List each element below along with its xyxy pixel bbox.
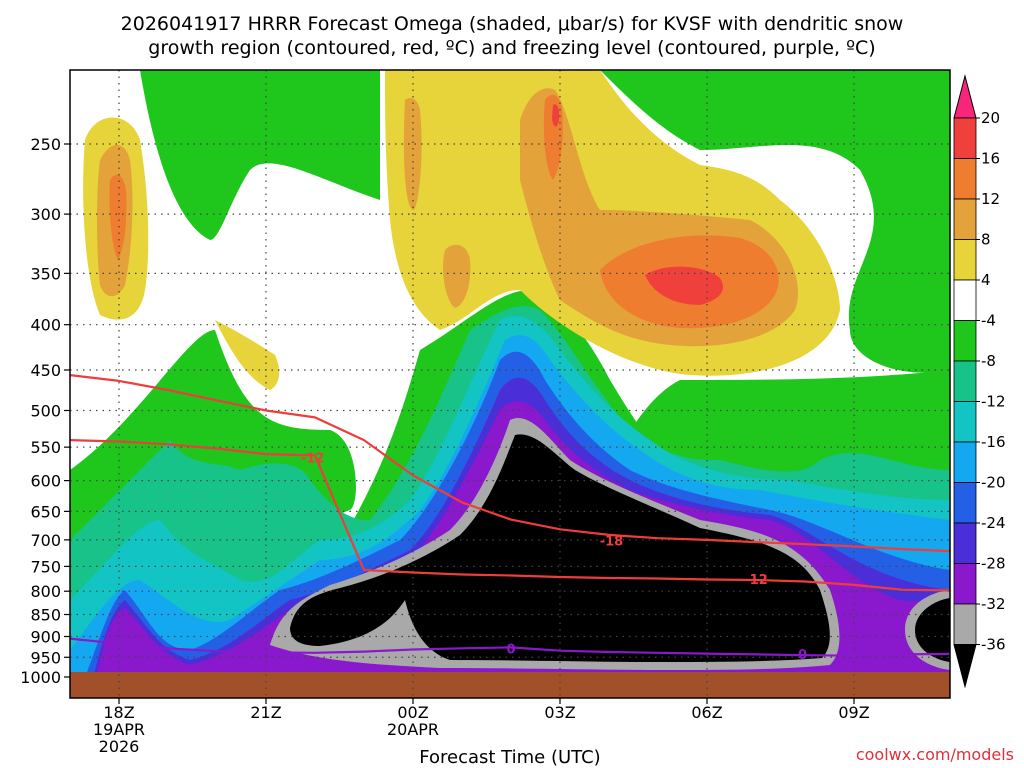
colorbar-segment (953, 563, 977, 605)
colorbar-segment (953, 482, 977, 524)
y-axis: 250 300 350 400 450 500 550 600 650 700 750 800 850 9… (20, 135, 70, 687)
y-tick-label: 700 (30, 531, 61, 550)
colorbar-label: -16 (981, 433, 1006, 451)
omega-region-black-core (290, 434, 950, 662)
plot-frame (69, 69, 951, 699)
dgz-contour--12 (70, 439, 950, 592)
colorbar-label: -28 (981, 555, 1006, 573)
colorbar-segment (953, 360, 977, 402)
omega-region-upper-green (140, 70, 380, 240)
y-tick-label: 600 (30, 472, 61, 491)
contour-label: -12 (744, 573, 768, 588)
x-tick-label: 18Z (103, 703, 134, 722)
colorbar-label: 16 (981, 150, 1000, 168)
y-tick-label: 350 (30, 264, 61, 283)
x-tick-label: 00Z (397, 703, 428, 722)
colorbar-label: -4 (981, 312, 996, 330)
contour-labels: -12 -18 -12 0 0 (301, 451, 807, 663)
contour-label: -12 (301, 451, 325, 466)
chart-title-line2: growth region (contoured, red, ºC) and f… (148, 37, 875, 59)
credit-text: coolwx.com/models (856, 745, 1014, 764)
y-tick-label: 550 (30, 438, 61, 457)
colorbar-segment (953, 158, 977, 200)
colorbar-segment (953, 320, 977, 362)
colorbar-bottom-arrow (953, 644, 977, 689)
contour-lines (70, 374, 950, 657)
x-tick-date: 20APR (387, 720, 439, 739)
colorbar-label: -24 (981, 514, 1006, 532)
x-tick-label: 21Z (250, 703, 281, 722)
y-tick-label: 850 (30, 606, 61, 625)
y-tick-label: 800 (30, 582, 61, 601)
y-tick-label: 450 (30, 361, 61, 380)
y-tick-label: 650 (30, 502, 61, 521)
chart-title-line1: 2026041917 HRRR Forecast Omega (shaded, … (121, 13, 904, 35)
y-tick-label: 950 (30, 648, 61, 667)
omega-region-right-green (600, 70, 950, 373)
x-tick-date: 19APR (93, 720, 145, 739)
colorbar-label: -12 (981, 393, 1006, 411)
x-tick-year: 2026 (99, 737, 140, 756)
contour-label: 0 (506, 643, 515, 658)
y-tick-label: 500 (30, 402, 61, 421)
omega-region-mid-orange (403, 98, 471, 308)
grid-lines (70, 70, 950, 698)
colorbar: 20 16 12 8 4 -4 -8 -12 -16 -20 -24 -28 -32 -36 (953, 74, 1006, 689)
omega-region-orange-core (109, 94, 779, 329)
colorbar-top-arrow (953, 74, 977, 119)
y-tick-label: 400 (30, 316, 61, 335)
colorbar-label: -36 (981, 636, 1006, 654)
colorbar-segment (953, 401, 977, 443)
y-tick-label: 250 (30, 135, 61, 154)
colorbar-label: -8 (981, 352, 996, 370)
colorbar-segment (953, 522, 977, 564)
omega-shading (70, 70, 950, 698)
y-tick-label: 900 (30, 627, 61, 646)
colorbar-segment (953, 239, 977, 281)
colorbar-segment (953, 117, 977, 159)
dgz-contour--18 (70, 374, 950, 553)
colorbar-label: -20 (981, 474, 1006, 492)
colorbar-label: 8 (981, 231, 991, 249)
contour-label: 0 (798, 648, 807, 663)
omega-region-red-max (552, 104, 724, 305)
colorbar-label: -32 (981, 595, 1006, 613)
colorbar-label: 20 (981, 109, 1000, 127)
freezing-level-contour (70, 637, 950, 657)
colorbar-segment (953, 603, 977, 645)
x-tick-label: 09Z (838, 703, 869, 722)
omega-region-small-yellow (215, 320, 280, 390)
colorbar-segment (953, 279, 977, 321)
y-tick-label: 750 (30, 557, 61, 576)
y-tick-label: 300 (30, 205, 61, 224)
colorbar-segment (953, 198, 977, 240)
colorbar-label: 12 (981, 190, 1000, 208)
x-tick-label: 06Z (691, 703, 722, 722)
ground-strip (70, 672, 950, 698)
colorbar-segment (953, 441, 977, 483)
contour-label: -18 (600, 534, 624, 549)
y-tick-label: 1000 (20, 668, 61, 687)
colorbar-label: 4 (981, 271, 991, 289)
x-tick-label: 03Z (544, 703, 575, 722)
x-axis-label: Forecast Time (UTC) (419, 747, 600, 768)
